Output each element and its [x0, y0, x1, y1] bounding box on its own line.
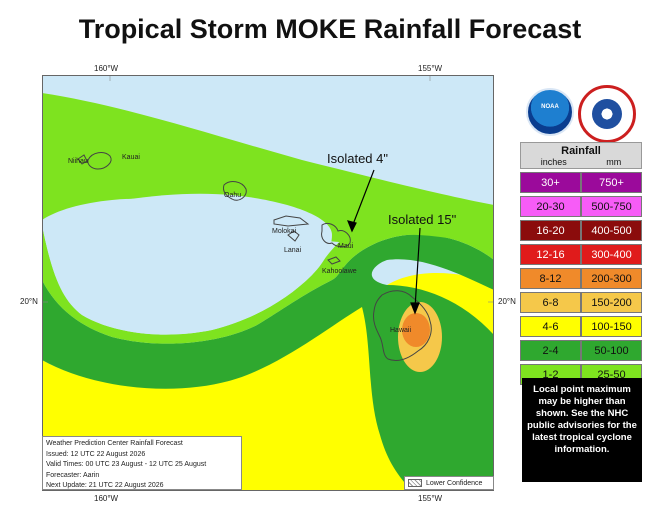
label-molokai: Molokai	[272, 228, 297, 235]
rain-zone-8-12	[402, 313, 430, 347]
island-molokai	[273, 215, 310, 227]
lower-confidence-legend: Lower Confidence	[404, 476, 494, 490]
legend-cell-inches: 8-12	[520, 268, 581, 289]
legend-row: 12-16 300-400	[520, 244, 642, 265]
legend-title: Rainfall	[561, 145, 601, 157]
legend-cell-inches: 4-6	[520, 316, 581, 337]
label-hawaii: Hawaii	[390, 327, 411, 334]
map-canvas: Niihau Kauai Oahu Molokai Lanai Maui Kah…	[42, 75, 494, 491]
label-lanai: Lanai	[284, 247, 302, 254]
label-niihau: Niihau	[68, 158, 88, 165]
legend-rows: 30+ 750+ 20-30 500-750 16-20 400-500 12-16 300-…	[520, 172, 642, 385]
noaa-logo: NOAA	[526, 88, 574, 136]
lon-label-bottom-160: 160°W	[94, 494, 119, 503]
legend-cell-mm: 150-200	[581, 292, 642, 313]
lat-label-right: 20°N	[498, 297, 516, 306]
nws-logo	[578, 85, 636, 143]
legend-unit-mm: mm	[606, 157, 622, 167]
page-title: Tropical Storm MOKE Rainfall Forecast	[78, 14, 582, 44]
legend-cell-mm: 50-100	[581, 340, 642, 361]
legend-header: Rainfall inches mm	[520, 142, 642, 169]
label-kauai: Kauai	[122, 154, 140, 161]
hatch-swatch-icon	[408, 479, 422, 487]
disclaimer-note: Local point maximum may be higher than s…	[522, 378, 642, 482]
islands	[77, 152, 432, 362]
noaa-logo-text: NOAA	[541, 104, 559, 110]
label-oahu: Oahu	[224, 192, 241, 199]
legend-row: 8-12 200-300	[520, 268, 642, 289]
legend-cell-inches: 20-30	[520, 196, 581, 217]
legend-cell-inches: 30+	[520, 172, 581, 193]
island-lanai	[287, 230, 300, 242]
lon-label-bottom-155: 155°W	[418, 494, 443, 503]
legend-cell-mm: 500-750	[581, 196, 642, 217]
legend-row: 2-4 50-100	[520, 340, 642, 361]
info-line-forecaster: Forecaster: Aarin	[46, 471, 100, 479]
lower-confidence-label: Lower Confidence	[426, 479, 483, 487]
rainfall-map: Niihau Kauai Oahu Molokai Lanai Maui Kah…	[42, 75, 494, 491]
annotation-isolated-15: Isolated 15"	[388, 212, 457, 227]
island-maui	[321, 222, 351, 248]
map-border	[42, 75, 494, 491]
info-line-product: Weather Prediction Center Rainfall Forec…	[46, 440, 183, 447]
info-line-next-update: Next Update: 21 UTC 22 August 2026	[46, 482, 164, 490]
annotation-isolated-4: Isolated 4"	[327, 151, 388, 166]
lat-label-left: 20°N	[20, 297, 38, 306]
legend-row: 30+ 750+	[520, 172, 642, 193]
legend-cell-mm: 400-500	[581, 220, 642, 241]
rain-zone-2-4	[42, 234, 494, 491]
legend-cell-inches: 6-8	[520, 292, 581, 313]
island-kauai	[87, 152, 112, 170]
info-line-issued: Issued: 12 UTC 22 August 2026	[46, 450, 146, 458]
legend-cell-mm: 750+	[581, 172, 642, 193]
legend-cell-mm: 200-300	[581, 268, 642, 289]
legend-units: inches mm	[521, 157, 641, 167]
legend-cell-inches: 16-20	[520, 220, 581, 241]
island-oahu	[223, 181, 247, 201]
forecast-info-box: Weather Prediction Center Rainfall Forec…	[42, 436, 242, 490]
island-kahoolawe	[327, 256, 341, 265]
legend-cell-mm: 300-400	[581, 244, 642, 265]
nws-emblem-icon	[592, 99, 622, 129]
annotation-arrows	[347, 169, 421, 315]
legend-cell-mm: 100-150	[581, 316, 642, 337]
legend-cell-inches: 2-4	[520, 340, 581, 361]
rain-zone-1-2-north	[42, 93, 494, 250]
legend-cell-inches: 12-16	[520, 244, 581, 265]
legend-unit-inches: inches	[540, 157, 567, 167]
label-maui: Maui	[338, 243, 354, 250]
lon-label-top-160: 160°W	[94, 64, 119, 73]
legend-row: 20-30 500-750	[520, 196, 642, 217]
island-hawaii	[373, 290, 432, 362]
lon-label-top-155: 155°W	[418, 64, 443, 73]
legend-row: 4-6 100-150	[520, 316, 642, 337]
island-labels: Niihau Kauai Oahu Molokai Lanai Maui Kah…	[68, 154, 411, 334]
ocean-lens	[42, 193, 332, 335]
info-line-valid: Valid Times: 00 UTC 23 August - 12 UTC 2…	[46, 461, 207, 469]
rainfall-legend: Rainfall inches mm 30+ 750+ 20-30 500-750 16…	[520, 142, 642, 385]
label-kahoolawe: Kahoolawe	[322, 268, 357, 275]
legend-row: 16-20 400-500	[520, 220, 642, 241]
legend-row: 6-8 150-200	[520, 292, 642, 313]
island-niihau	[77, 154, 88, 165]
